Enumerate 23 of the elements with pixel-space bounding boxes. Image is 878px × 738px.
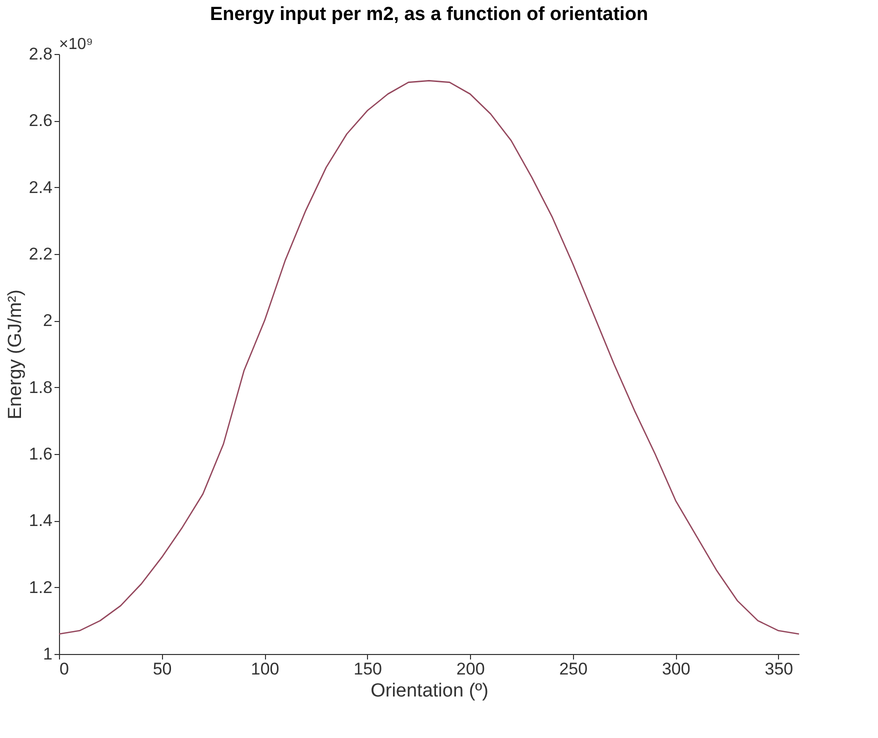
y-tick-label: 2.8 bbox=[28, 44, 52, 64]
x-tick-label: 50 bbox=[152, 660, 172, 678]
y-tick-label: 1.4 bbox=[28, 511, 52, 530]
x-tick-label: 250 bbox=[559, 660, 588, 678]
x-tick-label: 150 bbox=[354, 660, 382, 678]
x-tick-label: 300 bbox=[662, 660, 690, 678]
y-tick-label: 1.8 bbox=[28, 378, 52, 397]
y-tick-label: 2.4 bbox=[28, 178, 52, 197]
y-tick-label: 2.6 bbox=[28, 111, 52, 130]
line-series bbox=[58, 80, 800, 635]
y-axis-title: Energy (GJ/m²) bbox=[4, 290, 26, 420]
y-tick-label: 1.2 bbox=[28, 578, 52, 597]
x-tick-label: 350 bbox=[764, 660, 794, 678]
x-tick-label: 100 bbox=[250, 660, 280, 678]
y-tick-label: 1.6 bbox=[28, 444, 52, 464]
x-tick-label: 200 bbox=[456, 660, 485, 678]
chart-title: Energy input per m2, as a function of orientation bbox=[210, 4, 648, 25]
x-tick-label: 0 bbox=[60, 660, 69, 678]
text: ×10⁹ bbox=[59, 36, 93, 53]
y-tick-label: 2.2 bbox=[28, 244, 52, 264]
y-tick-label: 2 bbox=[43, 311, 52, 330]
x-axis-title: Orientation (º) bbox=[370, 680, 488, 702]
y-tick-label: 1 bbox=[43, 644, 52, 664]
